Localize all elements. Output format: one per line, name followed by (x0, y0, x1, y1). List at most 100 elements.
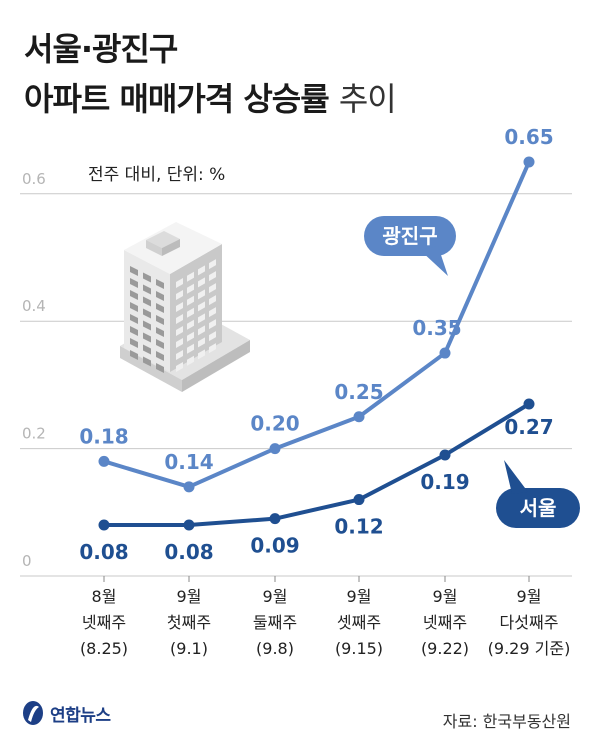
data-label: 0.14 (164, 450, 213, 474)
x-category-label: 넷째주 (422, 613, 468, 632)
building-window (143, 296, 151, 307)
data-label: 0.09 (250, 534, 299, 558)
y-tick-label: 0.2 (22, 425, 46, 443)
building-window (209, 343, 216, 354)
building-window (130, 278, 138, 288)
building-window (198, 349, 205, 360)
publisher-logo: 연합뉴스 (22, 700, 111, 726)
building-window (143, 284, 151, 295)
data-label: 0.12 (334, 515, 383, 539)
series-callout: 서울 (496, 460, 580, 528)
building-window (156, 279, 164, 289)
data-label: 0.18 (79, 424, 128, 448)
building-window (176, 290, 183, 300)
data-point (523, 398, 535, 410)
series-line-1 (104, 402, 531, 528)
building-window (130, 302, 138, 312)
building-window (143, 344, 151, 355)
x-category-date: (9.8) (256, 639, 294, 658)
data-point (183, 481, 195, 493)
x-category-label: 넷째주 (81, 613, 127, 632)
callout-label: 광진구 (382, 224, 437, 248)
data-label: 0.08 (79, 540, 128, 564)
x-category-label: 9월 둘째주 (9.8) (220, 584, 330, 662)
x-category-date: (8.25) (79, 639, 129, 658)
building-window (143, 356, 151, 367)
building-window (156, 339, 164, 349)
x-category-date: (9.15) (334, 639, 384, 658)
chart-title-main: 아파트 매매가격 상승률 (24, 80, 330, 118)
building-window (209, 331, 216, 342)
data-label: 0.20 (250, 412, 299, 436)
building-illustration (120, 222, 250, 392)
building-window (187, 307, 194, 318)
building-window (156, 291, 164, 301)
y-tick-label: 0.6 (22, 170, 46, 188)
building-window (156, 315, 164, 325)
building-window (176, 278, 183, 288)
x-category-label: 9월 첫째주 (9.1) (134, 584, 244, 662)
building-window (198, 313, 205, 324)
x-category-date: (9.29 기준) (487, 639, 571, 658)
callout-bubble (364, 216, 456, 256)
unit-note: 전주 대비, 단위: % (88, 165, 226, 185)
building-window (187, 343, 194, 354)
data-source: 자료: 한국부동산원 (442, 712, 571, 731)
building-window (187, 295, 194, 306)
x-category-label: 9월 넷째주 (9.22) (390, 584, 500, 662)
building-window (143, 320, 151, 331)
building-window (176, 314, 183, 324)
data-point (353, 494, 365, 506)
chart-title-line2: 아파트 매매가격 상승률 추이 (24, 74, 397, 120)
building-window (187, 331, 194, 342)
building-window (209, 295, 216, 306)
chart-title-suffix: 추이 (338, 80, 397, 118)
data-point (269, 443, 281, 455)
data-label: 0.25 (334, 380, 383, 404)
building-window (143, 272, 151, 283)
x-category-label: 9월 다섯째주 (9.29 기준) (474, 584, 584, 662)
building-window (130, 290, 138, 300)
building-window (176, 350, 183, 360)
x-category-week: 9월 (262, 587, 288, 606)
building-window (198, 265, 205, 276)
data-label: 0.08 (164, 540, 213, 564)
building-window (187, 283, 194, 294)
x-category-label: 첫째주 (166, 613, 212, 632)
y-tick-label: 0 (22, 552, 32, 570)
x-category-week: 9월 (432, 587, 458, 606)
data-label: 0.27 (504, 415, 553, 439)
x-category-week: 9월 (346, 587, 372, 606)
building-window (209, 271, 216, 282)
data-point (523, 156, 535, 168)
callout-label: 서울 (520, 496, 557, 520)
series-line-0 (103, 161, 531, 489)
building-window (198, 301, 205, 312)
data-labels: 0.18 0.14 0.20 0.25 0.35 0.65 0.08 0.08 0.09 0.12… (79, 125, 553, 564)
x-category-label: 다섯째주 (499, 613, 559, 632)
data-point (353, 411, 365, 423)
data-point (98, 519, 110, 531)
y-tick-label: 0.4 (22, 297, 46, 315)
data-label: 0.19 (420, 470, 469, 494)
building-window (187, 319, 194, 330)
building-window (209, 259, 216, 270)
x-category-week: 8월 (91, 587, 117, 606)
building-window (156, 351, 164, 361)
building-window (130, 350, 138, 360)
building-window (176, 362, 183, 372)
building-window (187, 355, 194, 366)
chart-title-line1: 서울·광진구 (24, 30, 178, 68)
x-category-date: (9.1) (170, 639, 208, 658)
series-lines (98, 156, 535, 531)
data-label: 0.35 (412, 316, 461, 340)
x-category-label: 셋째주 (336, 613, 382, 632)
building-window (156, 303, 164, 313)
building-window (130, 314, 138, 324)
data-label: 0.65 (504, 125, 553, 149)
data-point (439, 347, 451, 359)
